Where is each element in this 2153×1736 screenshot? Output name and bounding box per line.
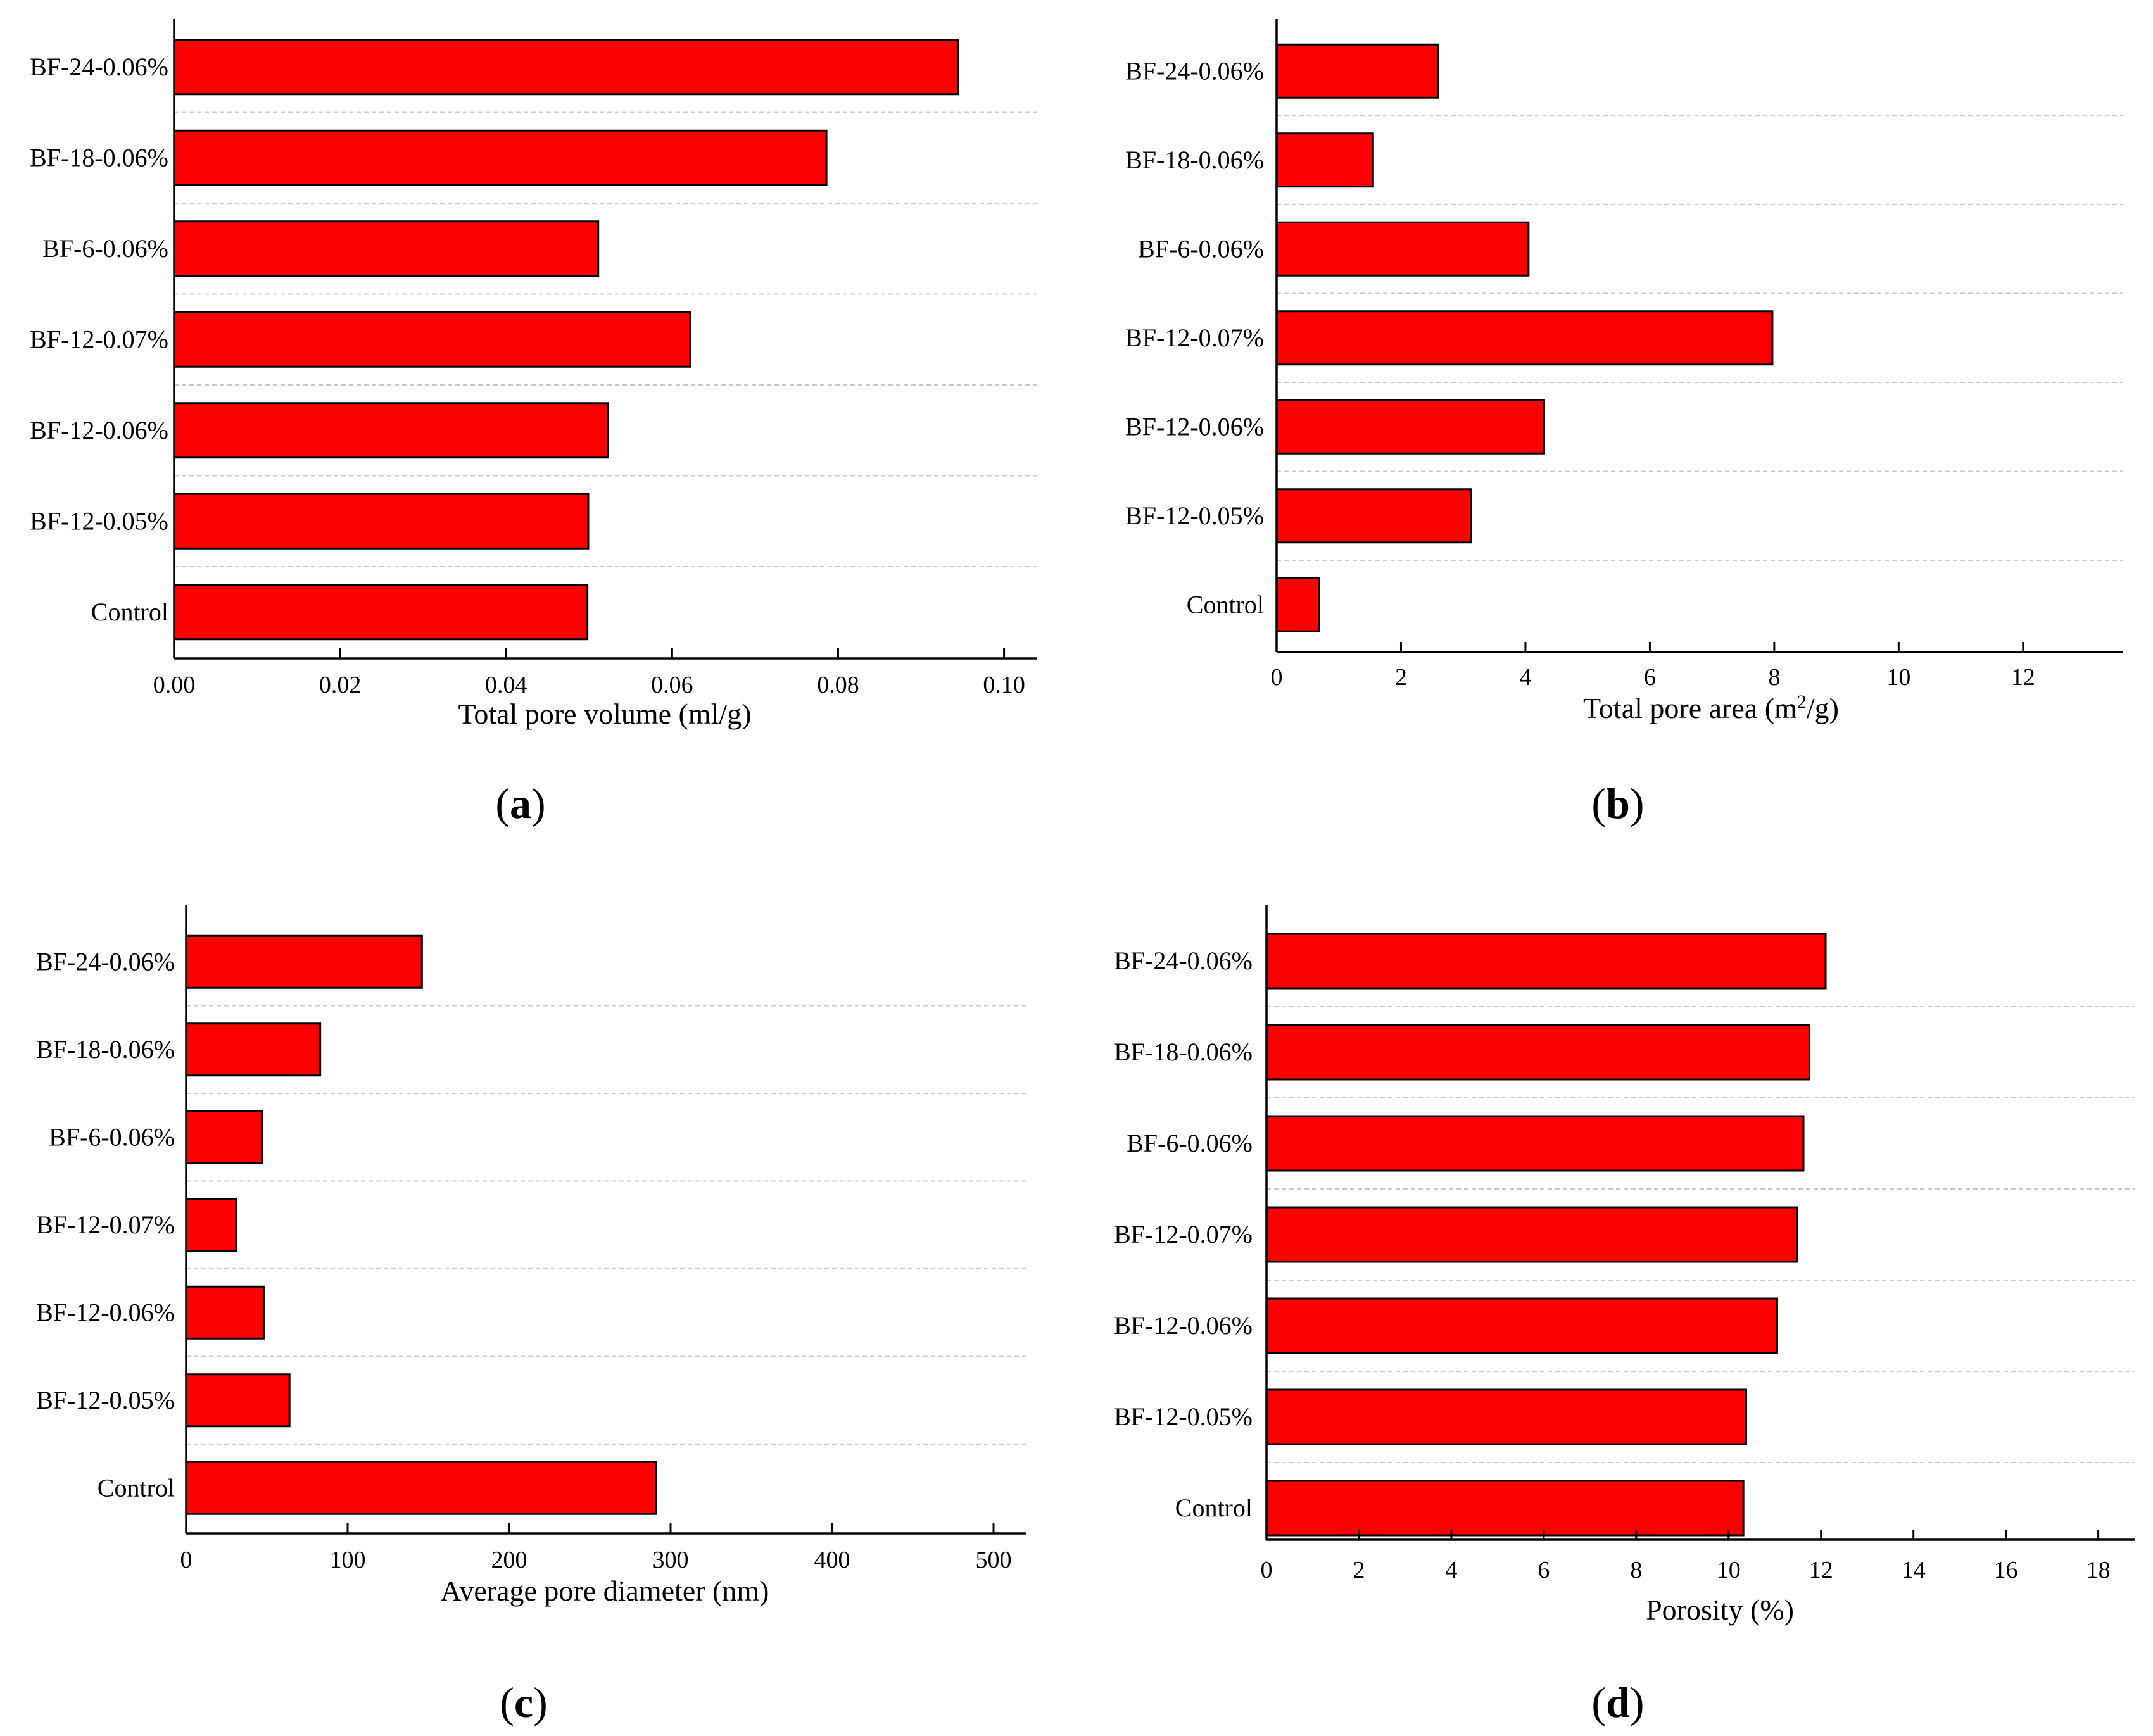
x-tick-label: 4 xyxy=(1445,1557,1457,1583)
bar-bf-18-0-06- xyxy=(1265,1024,1810,1081)
bar-bf-12-0-05- xyxy=(173,493,590,550)
x-tick-label: 0.04 xyxy=(485,672,527,698)
category-label: BF-12-0.05% xyxy=(36,1386,175,1414)
x-tick-label: 6 xyxy=(1644,664,1656,691)
category-label: BF-6-0.06% xyxy=(1127,1129,1253,1157)
category-label: BF-12-0.06% xyxy=(36,1298,175,1326)
bar-bf-12-0-06- xyxy=(1275,399,1545,455)
x-tick-label: 8 xyxy=(1630,1557,1642,1583)
x-axis-title: Average pore diameter (nm) xyxy=(441,1575,769,1607)
bar-bf-18-0-06- xyxy=(185,1022,322,1077)
panel-label: (a) xyxy=(495,779,545,827)
category-label: BF-12-0.07% xyxy=(1125,324,1264,352)
bar-bf-6-0-06- xyxy=(1275,221,1530,277)
bar-bf-12-0-06- xyxy=(185,1285,265,1340)
bar-bf-12-0-05- xyxy=(1265,1388,1748,1445)
x-tick-label: 18 xyxy=(2087,1557,2111,1583)
category-label: BF-12-0.07% xyxy=(30,325,168,353)
bar-bf-18-0-06- xyxy=(173,129,828,186)
category-label: Control xyxy=(1187,590,1264,619)
chart-panel-d: BF-24-0.06% BF-18-0.06% BF-6-0.06% BF-12-0.… xyxy=(1114,905,2135,1727)
x-axis-title: Porosity (%) xyxy=(1646,1594,1794,1626)
x-tick-label: 2 xyxy=(1353,1557,1365,1583)
x-tick-label: 12 xyxy=(2011,664,2035,691)
category-label: Control xyxy=(91,598,168,626)
x-tick-label: 0.06 xyxy=(651,672,693,698)
category-label: BF-24-0.06% xyxy=(1114,947,1253,975)
x-tick-label: 0 xyxy=(180,1547,193,1573)
x-tick-label: 10 xyxy=(1886,664,1910,691)
category-label: BF-18-0.06% xyxy=(1114,1038,1253,1066)
bar-bf-18-0-06- xyxy=(1275,132,1374,188)
x-tick-label: 0.10 xyxy=(983,672,1025,698)
x-tick-label: 8 xyxy=(1768,664,1780,691)
x-tick-label: 2 xyxy=(1395,664,1407,691)
x-tick-label: 4 xyxy=(1519,664,1531,691)
category-label: BF-12-0.06% xyxy=(30,416,168,444)
bar-bf-12-0-05- xyxy=(185,1373,291,1428)
category-label: BF-24-0.06% xyxy=(36,947,175,976)
category-label: BF-18-0.06% xyxy=(36,1035,175,1064)
bar-bf-12-0-07- xyxy=(1265,1206,1798,1263)
x-tick-label: 0.08 xyxy=(817,672,859,698)
bar-bf-6-0-06- xyxy=(185,1110,263,1164)
category-label: BF-6-0.06% xyxy=(1138,234,1264,263)
category-label: BF-12-0.07% xyxy=(1114,1220,1253,1249)
x-tick-label: 200 xyxy=(491,1547,527,1573)
x-tick-label: 100 xyxy=(330,1547,366,1573)
chart-panel-a: BF-24-0.06% BF-18-0.06% BF-6-0.06% BF-12-0.… xyxy=(30,19,1037,827)
x-tick-label: 14 xyxy=(1902,1557,1926,1583)
category-label: BF-18-0.06% xyxy=(30,143,168,172)
bar-bf-12-0-05- xyxy=(1275,488,1472,544)
category-label: Control xyxy=(1175,1494,1253,1522)
category-label: BF-6-0.06% xyxy=(42,234,168,263)
category-label: BF-18-0.06% xyxy=(1125,146,1264,174)
bar-bf-24-0-06- xyxy=(173,39,959,96)
x-tick-label: 0 xyxy=(1261,1557,1273,1583)
category-label: BF-12-0.06% xyxy=(1125,412,1264,441)
x-tick-label: 0.00 xyxy=(153,672,196,698)
x-tick-label: 16 xyxy=(1994,1557,2018,1583)
bar-control xyxy=(173,584,589,641)
bar-bf-6-0-06- xyxy=(173,220,600,277)
category-label: BF-12-0.06% xyxy=(1114,1311,1253,1340)
x-tick-label: 400 xyxy=(814,1547,850,1573)
x-tick-label: 0.02 xyxy=(319,672,362,698)
category-label: BF-12-0.05% xyxy=(30,506,168,535)
bar-bf-12-0-07- xyxy=(1275,310,1774,366)
panel-label: (c) xyxy=(500,1678,548,1727)
bar-bf-12-0-06- xyxy=(173,402,609,459)
category-label: BF-12-0.05% xyxy=(1114,1402,1253,1431)
x-tick-label: 500 xyxy=(976,1547,1012,1573)
bar-bf-24-0-06- xyxy=(1275,43,1439,99)
bar-control xyxy=(1275,577,1320,632)
bar-bf-24-0-06- xyxy=(185,934,423,989)
category-label: BF-6-0.06% xyxy=(49,1123,175,1151)
category-label: BF-12-0.05% xyxy=(1125,501,1264,530)
bar-bf-12-0-07- xyxy=(185,1198,237,1252)
chart-panel-c: BF-24-0.06% BF-18-0.06% BF-6-0.06% BF-12-0.… xyxy=(36,905,1026,1727)
category-label: BF-24-0.06% xyxy=(30,53,168,81)
category-label: Control xyxy=(98,1473,175,1502)
x-axis-title: Total pore volume (ml/g) xyxy=(458,698,751,730)
bar-bf-12-0-07- xyxy=(173,311,691,368)
chart-panel-b: BF-24-0.06% BF-18-0.06% BF-6-0.06% BF-12-0.… xyxy=(1125,19,2123,827)
bar-bf-6-0-06- xyxy=(1265,1115,1805,1172)
x-axis-title: Total pore area (m2/g) xyxy=(1583,691,1839,725)
x-tick-label: 0 xyxy=(1271,664,1283,691)
x-tick-label: 6 xyxy=(1537,1557,1550,1583)
bar-control xyxy=(1265,1480,1745,1537)
panel-label: (b) xyxy=(1591,779,1644,827)
x-tick-label: 12 xyxy=(1809,1557,1833,1583)
category-label: BF-12-0.07% xyxy=(36,1211,175,1239)
bar-bf-12-0-06- xyxy=(1265,1297,1778,1354)
bar-bf-24-0-06- xyxy=(1265,933,1827,990)
panel-label: (d) xyxy=(1591,1678,1644,1727)
x-tick-label: 10 xyxy=(1717,1557,1741,1583)
category-label: BF-24-0.06% xyxy=(1125,56,1264,85)
x-tick-label: 300 xyxy=(653,1547,689,1573)
bar-control xyxy=(185,1461,657,1515)
